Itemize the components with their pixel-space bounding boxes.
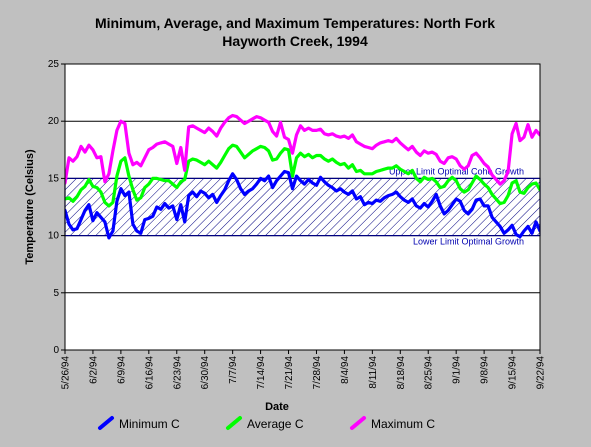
x-tick-label: 6/30/94 (200, 356, 211, 390)
x-tick-label: 7/21/94 (284, 356, 295, 390)
x-tick-label: 7/7/94 (228, 356, 239, 384)
y-axis-label: Temperature (Celsius) (24, 149, 36, 265)
series-lines (65, 113, 540, 240)
x-tick-label: 6/16/94 (144, 356, 155, 390)
x-tick-label: 7/28/94 (312, 356, 323, 390)
series-line-average (65, 143, 540, 208)
chart-title-line-1: Minimum, Average, and Maximum Temperatur… (95, 15, 495, 31)
x-tick-label: 8/25/94 (424, 356, 435, 390)
x-tick-label: 8/4/94 (340, 356, 351, 384)
x-tick-label: 6/2/94 (88, 356, 99, 384)
x-tick-label: 6/9/94 (116, 356, 127, 384)
x-tick-label: 9/15/94 (508, 356, 519, 390)
x-axis-label: Date (265, 401, 289, 413)
x-tick-label: 9/8/94 (480, 356, 491, 384)
series-line-minimum (65, 169, 540, 240)
legend-label: Minimum C (119, 417, 180, 431)
upper-limit-label: Upper Limit Optimal Coho Growth (389, 166, 524, 176)
x-tick-label: 7/14/94 (256, 356, 267, 390)
series-line-maximum (65, 113, 540, 186)
legend-item: Average C (226, 416, 304, 431)
legend-swatch (226, 416, 242, 430)
y-tick-label: 10 (48, 231, 60, 242)
y-tick-label: 0 (53, 345, 59, 356)
legend-label: Maximum C (371, 417, 435, 431)
legend: Minimum C Average C Maximum C (98, 416, 435, 431)
lower-limit-label: Lower Limit Optimal Growth (413, 237, 524, 247)
x-axis-ticks: 5/26/94 6/2/94 6/9/94 6/16/94 6/23/94 6/30/94… (61, 350, 547, 389)
legend-label: Average C (247, 417, 304, 431)
y-tick-label: 15 (48, 173, 60, 184)
x-tick-label: 8/11/94 (368, 356, 379, 389)
x-tick-label: 9/22/94 (536, 356, 547, 390)
x-tick-label: 8/18/94 (396, 356, 407, 390)
y-tick-label: 20 (48, 116, 60, 127)
legend-swatch (350, 416, 366, 430)
x-tick-label: 6/23/94 (172, 356, 183, 390)
chart-title-line-2: Hayworth Creek, 1994 (222, 33, 368, 49)
legend-item: Maximum C (350, 416, 435, 431)
y-axis-ticks: 0 5 10 15 20 25 (48, 59, 65, 356)
y-tick-label: 5 (53, 288, 59, 299)
x-tick-label: 9/1/94 (452, 356, 463, 384)
legend-swatch (98, 416, 114, 430)
plot-border (64, 63, 541, 351)
legend-item: Minimum C (98, 416, 180, 431)
x-tick-label: 5/26/94 (61, 356, 72, 390)
y-tick-label: 25 (48, 59, 60, 70)
